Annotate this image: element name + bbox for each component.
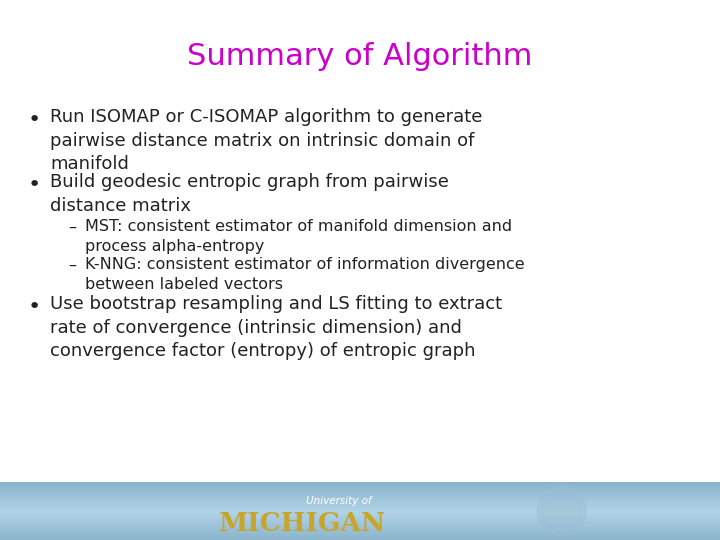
Bar [0, 485, 720, 487]
Bar [0, 487, 720, 488]
Bar [0, 521, 720, 522]
Bar [0, 538, 720, 539]
Bar [0, 498, 720, 500]
Bar [0, 491, 720, 493]
Bar [0, 530, 720, 532]
Bar [0, 516, 720, 517]
Bar [0, 490, 720, 491]
Bar [0, 509, 720, 510]
Bar [0, 484, 720, 485]
Bar [0, 502, 720, 504]
Bar [0, 496, 720, 498]
Bar [0, 531, 720, 533]
Bar [0, 497, 720, 499]
Bar [0, 515, 720, 516]
Bar [0, 488, 720, 489]
Bar [0, 500, 720, 501]
Bar [0, 532, 720, 534]
Text: •: • [28, 297, 41, 317]
Bar [0, 537, 720, 538]
Bar [0, 504, 720, 505]
Text: •: • [28, 175, 41, 195]
Text: MICHIGAN: MICHIGAN [219, 511, 386, 536]
Bar [0, 529, 720, 531]
Bar [0, 507, 720, 509]
Bar [0, 513, 720, 515]
Bar [0, 518, 720, 519]
Bar [0, 501, 720, 502]
Bar [0, 496, 720, 497]
Bar [0, 491, 720, 492]
Text: •: • [28, 110, 41, 130]
Bar [0, 524, 720, 525]
Bar [0, 524, 720, 526]
Bar [0, 533, 720, 535]
Bar [0, 528, 720, 529]
Bar [0, 534, 720, 536]
Bar [0, 506, 720, 508]
Bar [0, 519, 720, 521]
Circle shape [537, 487, 586, 535]
Bar [0, 501, 720, 503]
Bar [0, 525, 720, 527]
Text: Run ISOMAP or C-ISOMAP algorithm to generate
pairwise distance matrix on intrins: Run ISOMAP or C-ISOMAP algorithm to gene… [50, 108, 482, 173]
Bar [0, 482, 720, 483]
Bar [0, 522, 720, 523]
Bar [0, 483, 720, 484]
Text: Use bootstrap resampling and LS fitting to extract
rate of convergence (intrinsi: Use bootstrap resampling and LS fitting … [50, 295, 502, 360]
Bar [0, 535, 720, 537]
Text: University of: University of [305, 496, 372, 505]
Bar [0, 514, 720, 515]
Bar [0, 529, 720, 530]
Bar [0, 503, 720, 505]
Bar [0, 486, 720, 487]
Bar [0, 512, 720, 514]
Bar [0, 517, 720, 518]
Bar [0, 505, 720, 507]
Bar [0, 523, 720, 524]
Bar [0, 511, 720, 512]
Bar [0, 492, 720, 494]
Text: MST: consistent estimator of manifold dimension and
process alpha-entropy: MST: consistent estimator of manifold di… [85, 219, 512, 254]
Bar [0, 519, 720, 520]
Bar [0, 510, 720, 511]
Text: –: – [68, 220, 76, 235]
Bar [0, 508, 720, 510]
Bar [0, 495, 720, 496]
Text: –: – [68, 258, 76, 273]
Bar [0, 539, 720, 540]
Text: Summary of Algorithm: Summary of Algorithm [187, 42, 533, 71]
Bar [0, 536, 720, 538]
Bar [0, 526, 720, 528]
Bar [0, 489, 720, 490]
Text: Build geodesic entropic graph from pairwise
distance matrix: Build geodesic entropic graph from pairw… [50, 173, 449, 214]
Bar [0, 494, 720, 495]
Text: K-NNG: consistent estimator of information divergence
between labeled vectors: K-NNG: consistent estimator of informati… [85, 257, 525, 292]
